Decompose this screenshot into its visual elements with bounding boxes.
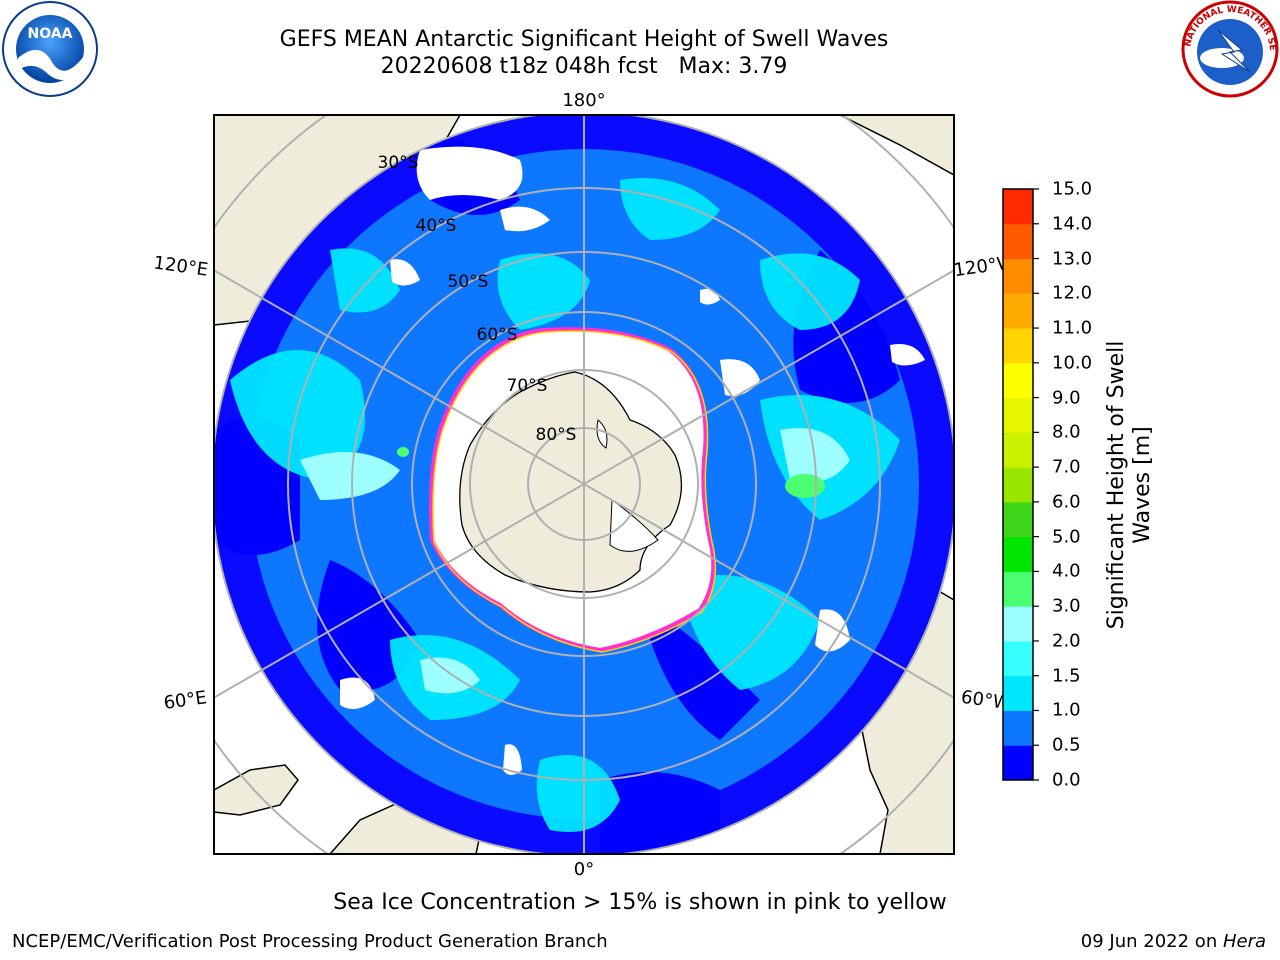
date-text: 09 Jun 2022 on: [1080, 931, 1223, 952]
colorbar-segment: [1003, 432, 1033, 468]
colorbar-segment: [1003, 189, 1033, 225]
date-stamp: 09 Jun 2022 on Hera: [1081, 931, 1266, 952]
map-frame: [213, 114, 955, 855]
lat-label-60s: 60°S: [477, 325, 518, 345]
colorbar-segment: [1003, 328, 1033, 364]
nws-logo: NATIONAL WEATHER SERVICE: [0, 0, 1279, 98]
colorbar-tick-label: 2.0: [1052, 630, 1081, 652]
lon-label-0: 0°: [574, 859, 594, 880]
colorbar-label-line2: Waves [m]: [1130, 426, 1155, 544]
noaa-logo-text: NOAA: [28, 26, 73, 42]
colorbar-segment: [1003, 640, 1033, 677]
svg-text:NATIONAL WEATHER SERVICE: NATIONAL WEATHER SERVICE: [0, 0, 1277, 51]
colorbar-segment: [1003, 606, 1033, 642]
chart-title: GEFS MEAN Antarctic Significant Height o…: [279, 27, 889, 52]
colorbar-segment: [1003, 501, 1033, 538]
colorbar-tick-label: 3.0: [1052, 595, 1081, 617]
lon-label-120e: 120°E: [152, 252, 209, 280]
sea-ice-note: Sea Ice Concentration > 15% is shown in …: [333, 890, 947, 915]
colorbar-segment: [1003, 223, 1033, 260]
colorbar-label-line1: Significant Height of Swell: [1104, 340, 1129, 630]
credit-text: NCEP/EMC/Verification Post Processing Pr…: [12, 931, 608, 952]
colorbar-segment: [1003, 675, 1033, 711]
colorbar-tick-label: 9.0: [1052, 387, 1081, 409]
lat-label-80s: 80°S: [536, 425, 577, 445]
colorbar-tick-label: 8.0: [1052, 421, 1081, 443]
colorbar-tick-label: 12.0: [1052, 282, 1093, 304]
colorbar-tick-label: 1.5: [1052, 665, 1081, 687]
host-name: Hera: [1222, 931, 1266, 952]
colorbar-tick-label: 4.0: [1052, 560, 1081, 582]
colorbar-tick-label: 11.0: [1052, 317, 1093, 339]
noaa-logo: NOAA: [2, 1, 98, 97]
colorbar-segment: [1003, 362, 1033, 399]
graticule: [214, 115, 954, 854]
colorbar-tick-label: 6.0: [1052, 491, 1081, 513]
lon-label-60e: 60°E: [162, 687, 208, 714]
colorbar-tick-label: 15.0: [1052, 178, 1093, 200]
colorbar-segment: [1003, 536, 1033, 572]
lat-label-70s: 70°S: [507, 376, 548, 396]
colorbar-tick-label: 14.0: [1052, 213, 1093, 235]
colorbar-segment: [1003, 258, 1033, 294]
colorbar-tick-label: 7.0: [1052, 456, 1081, 478]
colorbar-tick-label: 5.0: [1052, 526, 1081, 548]
colorbar-frame: [1002, 188, 1034, 781]
lat-label-40s: 40°S: [416, 216, 457, 236]
colorbar-segment: [1003, 745, 1033, 781]
colorbar-segment: [1003, 293, 1033, 329]
chart-subtitle: 20220608 t18z 048h fcst Max: 3.79: [380, 54, 788, 79]
antarctica: [429, 327, 717, 653]
colorbar-tick-label: 13.0: [1052, 248, 1093, 270]
lon-label-180: 180°: [562, 90, 605, 111]
colorbar: [1003, 188, 1039, 781]
lat-label-50s: 50°S: [448, 272, 489, 292]
colorbar-tick-label: 0.0: [1052, 769, 1081, 791]
colorbar-segment: [1003, 710, 1033, 746]
colorbar-tick-label: 10.0: [1052, 352, 1093, 374]
colorbar-segment: [1003, 397, 1033, 433]
colorbar-segment: [1003, 467, 1033, 503]
colorbar-tick-label: 1.0: [1052, 699, 1081, 721]
colorbar-segment: [1003, 571, 1033, 607]
colorbar-label: Significant Height of Swell Waves [m]: [1104, 325, 1156, 645]
lat-label-30s: 30°S: [378, 153, 419, 173]
colorbar-tick-label: 0.5: [1052, 734, 1081, 756]
